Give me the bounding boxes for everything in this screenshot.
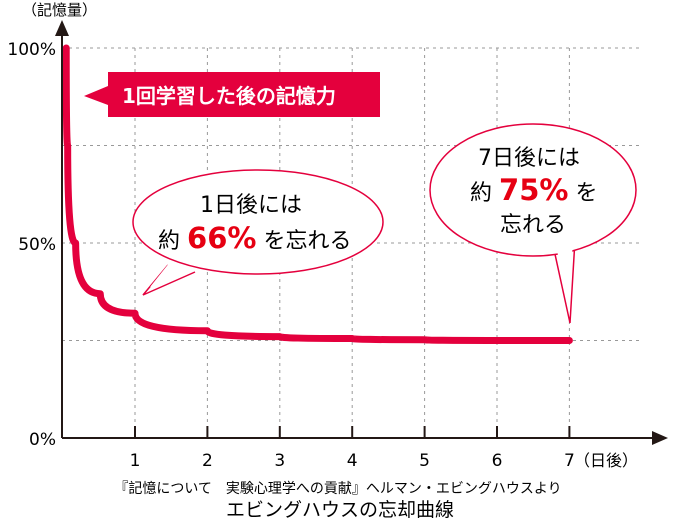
day7-speech-bubble: 7日後には 約 75% を 忘れる bbox=[429, 123, 637, 324]
day7-post: を bbox=[575, 181, 597, 206]
x-tick-label: 5 bbox=[419, 451, 430, 471]
day1-speech-bubble: 1日後には 約 66% を忘れる bbox=[132, 169, 384, 296]
y-axis-arrow bbox=[55, 20, 69, 36]
day7-line1: 7日後には bbox=[478, 146, 580, 171]
x-tick-label: 2 bbox=[202, 451, 213, 471]
day1-pre: 約 bbox=[158, 229, 180, 254]
banner-callout bbox=[84, 72, 380, 117]
y-tick-label: 100% bbox=[7, 40, 56, 60]
source-caption: 『記憶について 実験心理学への貢献』ヘルマン・エビングハウスより bbox=[114, 480, 561, 497]
forgetting-curve-line bbox=[62, 44, 573, 344]
x-tick-label: 3 bbox=[274, 451, 285, 471]
y-tick-label: 50% bbox=[18, 235, 56, 255]
day1-line1: 1日後には bbox=[200, 193, 302, 218]
y-axis-label: （記憶量） bbox=[22, 1, 97, 19]
svg-text:約 66% を忘れる: 約 66% を忘れる bbox=[158, 221, 351, 255]
day7-line3: 忘れる bbox=[500, 213, 566, 238]
banner-label: 1回学習した後の記憶力 bbox=[122, 84, 336, 108]
x-tick-label: 6 bbox=[492, 451, 503, 471]
day7-pre: 約 bbox=[470, 181, 492, 206]
day1-post: を忘れる bbox=[263, 229, 351, 254]
svg-text:約 75% を: 約 75% を bbox=[470, 173, 597, 207]
y-tick-label: 0% bbox=[29, 430, 56, 450]
x-tick-label: 1 bbox=[130, 451, 141, 471]
x-axis-arrow bbox=[652, 431, 668, 445]
x-axis-unit: （日後） bbox=[574, 451, 638, 470]
day1-value: 66% bbox=[187, 221, 256, 255]
x-tick-label: 4 bbox=[347, 451, 358, 471]
x-tick-label: 7 bbox=[564, 451, 575, 471]
chart-title: エビングハウスの忘却曲線 bbox=[226, 499, 454, 521]
day7-value: 75% bbox=[499, 173, 568, 207]
